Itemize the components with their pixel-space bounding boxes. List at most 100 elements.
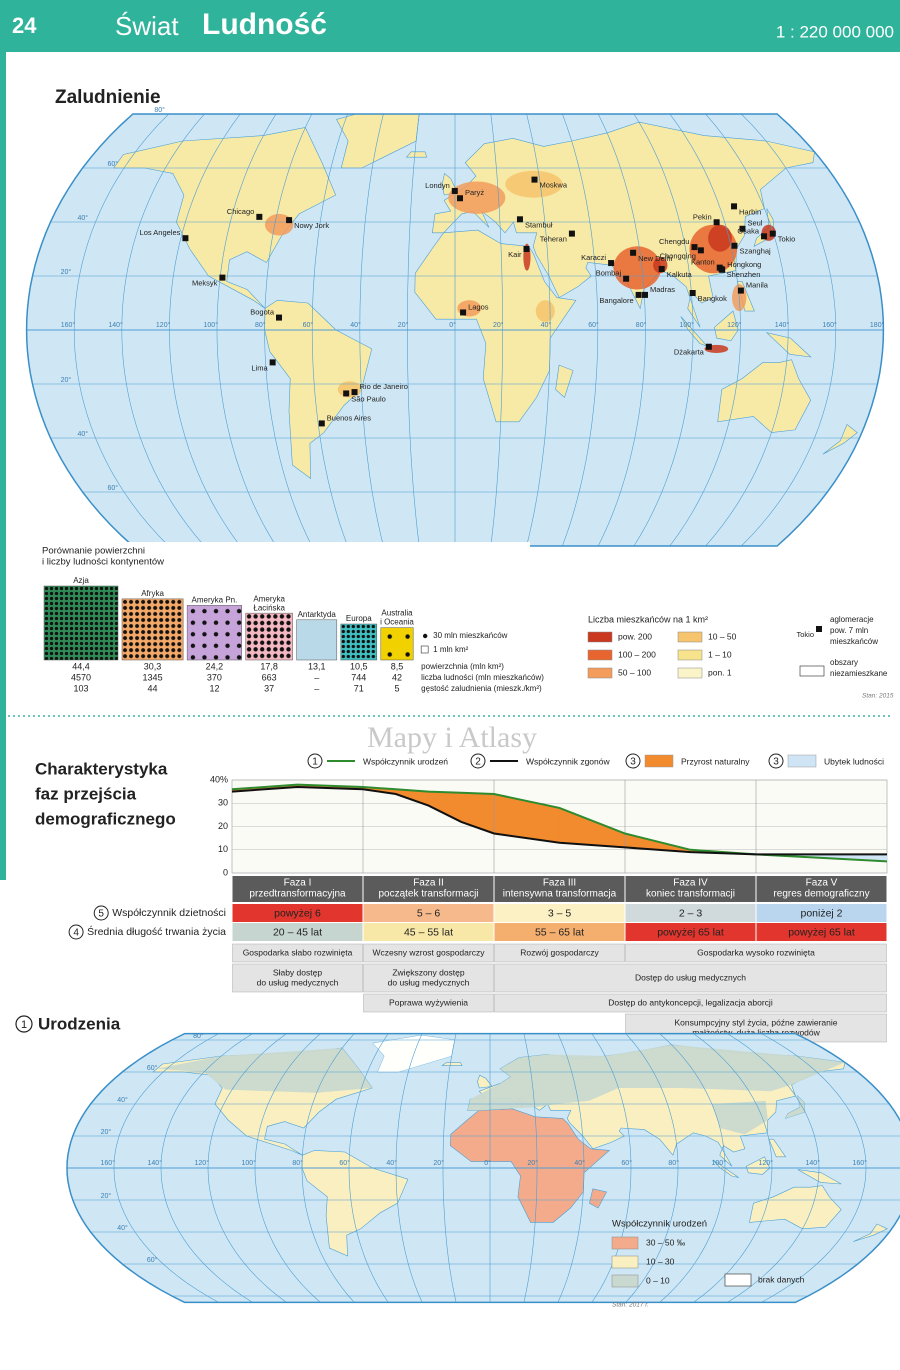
region xyxy=(156,1048,373,1093)
city-marker xyxy=(623,275,630,282)
longitude-label: 100° xyxy=(680,321,695,329)
y-tick-label: 30 xyxy=(218,798,228,808)
phase-label: Faza V xyxy=(806,878,838,889)
longitude-label: 120° xyxy=(195,1159,210,1167)
continent-area xyxy=(121,598,184,661)
city-label: Moskwa xyxy=(540,181,568,190)
continent-name: Afryka xyxy=(141,589,164,598)
legend-note: Stan: 2015 xyxy=(862,693,894,700)
city-marker xyxy=(286,217,293,224)
legend-square xyxy=(420,645,429,654)
density-value: 103 xyxy=(73,683,88,693)
city-marker xyxy=(608,260,615,267)
note-cell xyxy=(363,943,494,963)
note-label: Dostęp do usług medycznych xyxy=(635,972,746,982)
longitude-label: 60° xyxy=(303,321,314,329)
row-label: gęstość zaludnienia (mieszk./km²) xyxy=(421,684,542,693)
map xyxy=(67,1033,900,1303)
continent-area xyxy=(186,605,243,661)
legend-dot xyxy=(422,633,428,639)
note-label: Słaby dostęp xyxy=(273,967,322,977)
area-value: 24,2 xyxy=(206,661,224,671)
marker-number: 3 xyxy=(630,757,636,768)
marker-number: 2 xyxy=(475,757,481,768)
marker-number: 5 xyxy=(98,909,104,920)
population-value: 1345 xyxy=(143,672,163,682)
table-cell xyxy=(232,904,363,922)
latitude-label: 80° xyxy=(154,106,165,114)
latitude-label: 20° xyxy=(61,376,72,384)
legend-swatch xyxy=(799,665,825,677)
latitude-label: 60° xyxy=(107,160,118,168)
legend-bg xyxy=(580,608,885,690)
city-marker xyxy=(713,219,720,226)
continent-area xyxy=(340,623,378,661)
note-label: Wczesny wzrost gospodarczy xyxy=(373,947,486,957)
longitude-label: 140° xyxy=(775,321,790,329)
phase-label: przedtransformacyjna xyxy=(249,889,346,900)
land xyxy=(797,1169,842,1185)
city-label: Chongqing xyxy=(660,251,696,260)
city-label: Chicago xyxy=(227,207,255,216)
latitude-label: 40° xyxy=(78,214,89,222)
dense-area xyxy=(535,300,555,322)
phase-label: Faza II xyxy=(413,878,444,889)
legend-swatch xyxy=(611,1274,639,1288)
longitude-label: 120° xyxy=(759,1159,774,1167)
table-cell xyxy=(232,923,363,941)
land xyxy=(745,1156,771,1175)
city-label: Meksyk xyxy=(192,279,218,288)
table-cell xyxy=(363,923,494,941)
continent-name: Australia xyxy=(381,609,413,618)
city-marker xyxy=(269,359,276,366)
longitude-label: 0° xyxy=(449,321,456,329)
legend-label: pow. 7 mln xyxy=(830,626,868,635)
population-value: – xyxy=(314,672,319,682)
dense-area xyxy=(505,170,563,198)
side-strip xyxy=(0,0,6,880)
phase-header xyxy=(363,876,494,902)
population-value: 370 xyxy=(207,672,222,682)
longitude-label: 120° xyxy=(156,321,171,329)
city-marker xyxy=(460,309,467,316)
population-value: 4570 xyxy=(71,672,91,682)
city-label: Lagos xyxy=(468,302,489,311)
city-label: Tokio xyxy=(778,235,796,244)
legend-label: brak danych xyxy=(758,1274,805,1284)
land xyxy=(768,1138,787,1158)
table-cell xyxy=(363,904,494,922)
city-marker xyxy=(719,266,726,273)
latitude-label: 60° xyxy=(107,484,118,492)
comparison-title: i liczby ludności kontynentów xyxy=(42,557,164,568)
note-label: Dostęp do antykoncepcji, legalizacja abo… xyxy=(608,997,773,1007)
land xyxy=(555,364,574,399)
continent-name: Ameryka xyxy=(253,594,285,603)
continent-name: Łacińska xyxy=(253,603,285,612)
longitude-label: 180° xyxy=(870,321,885,329)
longitude-label: 20° xyxy=(433,1159,444,1167)
y-tick-label: 10 xyxy=(218,844,228,854)
legend-label: aglomeracje xyxy=(830,615,874,624)
watermark: Mapy i Atlasy xyxy=(367,721,537,754)
region xyxy=(785,1096,805,1119)
legend-swatch xyxy=(587,649,613,661)
city-label: Teheran xyxy=(540,235,567,244)
cell-label: 5 – 6 xyxy=(417,907,441,919)
marker-number: 4 xyxy=(73,928,79,939)
table-cell xyxy=(625,904,756,922)
city-marker xyxy=(343,390,350,397)
city-label: Nowy Jork xyxy=(294,221,329,230)
city-label: Dżakarta xyxy=(674,348,705,357)
city-label: Osaka xyxy=(737,226,760,235)
continent-area xyxy=(296,619,338,661)
marker-circle xyxy=(625,753,641,769)
legend-label: Współczynnik urodzeń xyxy=(363,756,448,766)
density-value: 71 xyxy=(354,683,364,693)
city-label: Bangalore xyxy=(599,296,633,305)
header-bar xyxy=(0,0,900,52)
latitude-label: 40° xyxy=(117,1096,128,1104)
city-label: Los Angeles xyxy=(140,228,181,237)
longitude-label: 140° xyxy=(108,321,123,329)
latitude-label: 20° xyxy=(101,1128,112,1136)
note-cell xyxy=(232,963,363,993)
